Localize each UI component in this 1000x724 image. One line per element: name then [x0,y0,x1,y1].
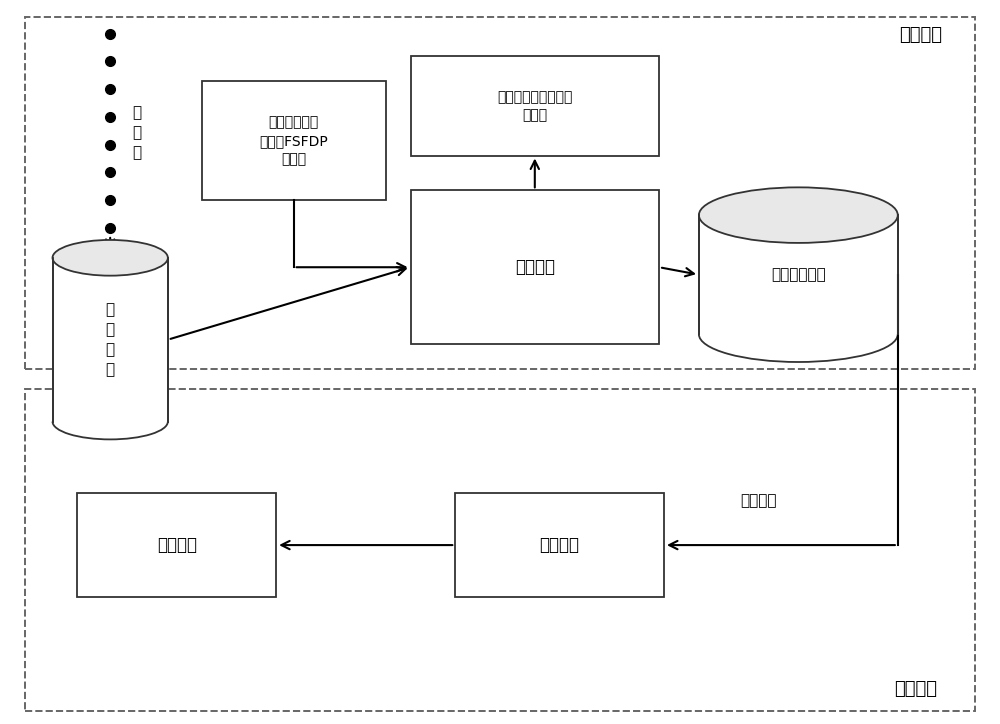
Bar [699,215,898,334]
Text: 数
据
流: 数 据 流 [132,106,141,160]
Bar [455,493,664,597]
Text: 微簇中心变化时，进
行重建: 微簇中心变化时，进 行重建 [497,90,572,122]
Bar [411,56,659,156]
Text: 用户请求: 用户请求 [740,493,777,508]
Bar [202,81,386,201]
Bar [25,17,975,369]
Ellipse shape [52,240,168,276]
Bar [77,493,276,597]
Bar [25,389,975,711]
Text: 结果输出: 结果输出 [157,536,197,554]
Text: 离线聚类: 离线聚类 [540,536,580,554]
Text: 离线阶段: 离线阶段 [894,681,937,699]
Text: 汇总微簇信息: 汇总微簇信息 [771,267,826,282]
Text: 在线维护: 在线维护 [515,258,555,277]
Bar [53,258,168,421]
Ellipse shape [699,188,898,243]
Text: 聚类中心自动
确定的FSFDP
初始化: 聚类中心自动 确定的FSFDP 初始化 [259,115,328,166]
Text: 在线阶段: 在线阶段 [899,25,942,43]
Bar [411,190,659,344]
Text: 数
据
获
取: 数 据 获 取 [106,303,115,377]
